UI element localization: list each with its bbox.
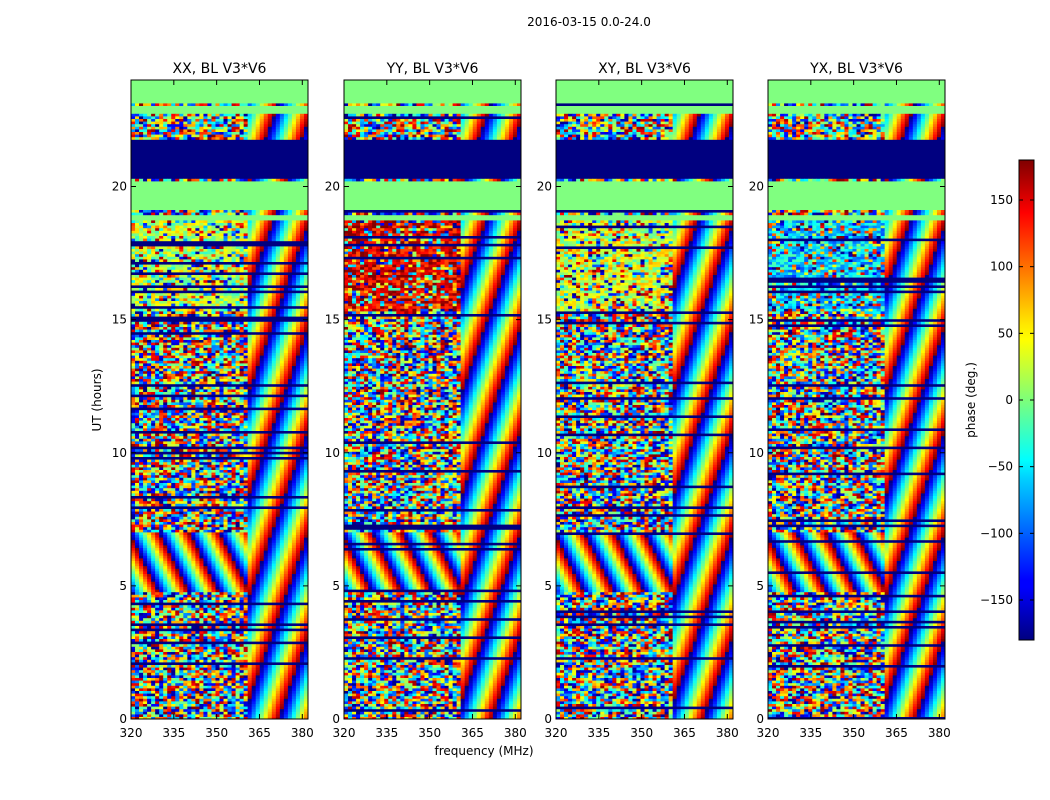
y-tick-label: 15	[325, 313, 340, 327]
x-tick-label: 320	[120, 726, 143, 740]
panel-xx: XX, BL V3*V6 320 335 350 365 380 0 5 10 15 20	[112, 61, 314, 740]
y-tick-label: 20	[325, 180, 340, 194]
x-tick-label: 335	[162, 726, 185, 740]
panel-frame	[555, 79, 734, 720]
panel-frame	[767, 79, 946, 720]
y-tick-label: 15	[537, 313, 552, 327]
panel-title: XX, BL V3*V6	[173, 61, 267, 77]
y-tick-label: 0	[544, 712, 552, 726]
x-tick-label: 365	[248, 726, 271, 740]
colorbar-ticks: −150 −100 −50 0 50 100 150	[980, 193, 1034, 607]
x-tick-label: 320	[545, 726, 568, 740]
x-tick-label: 320	[333, 726, 356, 740]
y-tick-label: 10	[325, 446, 340, 460]
x-tick-label: 380	[928, 726, 951, 740]
panel-yx: YX, BL V3*V6 320 335 350 365 380 0 5 10 15 20	[749, 61, 951, 740]
colorbar-tick-label: −50	[988, 460, 1013, 474]
colorbar-tick-label: 150	[990, 193, 1013, 207]
panel-yy: YY, BL V3*V6 320 335 350 365 380 0 5 10 15 20	[325, 61, 527, 740]
x-tick-label: 365	[673, 726, 696, 740]
panel-frame	[130, 79, 309, 720]
y-tick-label: 20	[537, 180, 552, 194]
figure-suptitle: 2016-03-15 0.0-24.0	[527, 15, 651, 29]
colorbar-label: phase (deg.)	[964, 362, 978, 438]
y-tick-label: 5	[756, 579, 764, 593]
x-tick-label: 335	[375, 726, 398, 740]
y-tick-label: 20	[749, 180, 764, 194]
colorbar-tick-label: 50	[998, 326, 1013, 340]
panel-title: YX, BL V3*V6	[809, 61, 903, 77]
y-tick-label: 0	[119, 712, 127, 726]
y-tick-label: 10	[537, 446, 552, 460]
colorbar: −150 −100 −50 0 50 100 150 phase (deg.)	[964, 159, 1035, 641]
panel-heatmap	[131, 80, 308, 719]
y-tick-label: 10	[749, 446, 764, 460]
x-tick-label: 380	[504, 726, 527, 740]
panel-title: XY, BL V3*V6	[598, 61, 691, 77]
x-axis-label: frequency (MHz)	[434, 744, 533, 758]
x-tick-label: 365	[885, 726, 908, 740]
y-tick-label: 5	[119, 579, 127, 593]
y-tick-label: 0	[756, 712, 764, 726]
y-tick-label: 20	[112, 180, 127, 194]
x-tick-label: 350	[842, 726, 865, 740]
x-tick-label: 350	[630, 726, 653, 740]
x-tick-label: 350	[418, 726, 441, 740]
y-tick-label: 15	[112, 313, 127, 327]
colorbar-tick-label: 0	[1005, 393, 1013, 407]
x-tick-label: 380	[716, 726, 739, 740]
colorbar-tick-label: 100	[990, 260, 1013, 274]
x-tick-label: 320	[757, 726, 780, 740]
panel-title: YY, BL V3*V6	[386, 61, 479, 77]
y-tick-label: 10	[112, 446, 127, 460]
y-axis-label: UT (hours)	[90, 368, 104, 431]
x-tick-label: 335	[587, 726, 610, 740]
colorbar-tick-label: −150	[980, 593, 1013, 607]
x-tick-label: 365	[461, 726, 484, 740]
panel-heatmap	[556, 80, 733, 719]
x-tick-label: 380	[291, 726, 314, 740]
y-tick-label: 15	[749, 313, 764, 327]
panel-heatmap	[768, 80, 945, 719]
panel-frame	[343, 79, 522, 720]
colorbar-tick-label: −100	[980, 526, 1013, 540]
y-tick-label: 5	[544, 579, 552, 593]
x-tick-label: 335	[799, 726, 822, 740]
panel-heatmap	[344, 80, 521, 719]
x-tick-label: 350	[205, 726, 228, 740]
y-tick-label: 5	[332, 579, 340, 593]
y-tick-label: 0	[332, 712, 340, 726]
panel-xy: XY, BL V3*V6 320 335 350 365 380 0 5 10 15 20	[537, 61, 739, 740]
